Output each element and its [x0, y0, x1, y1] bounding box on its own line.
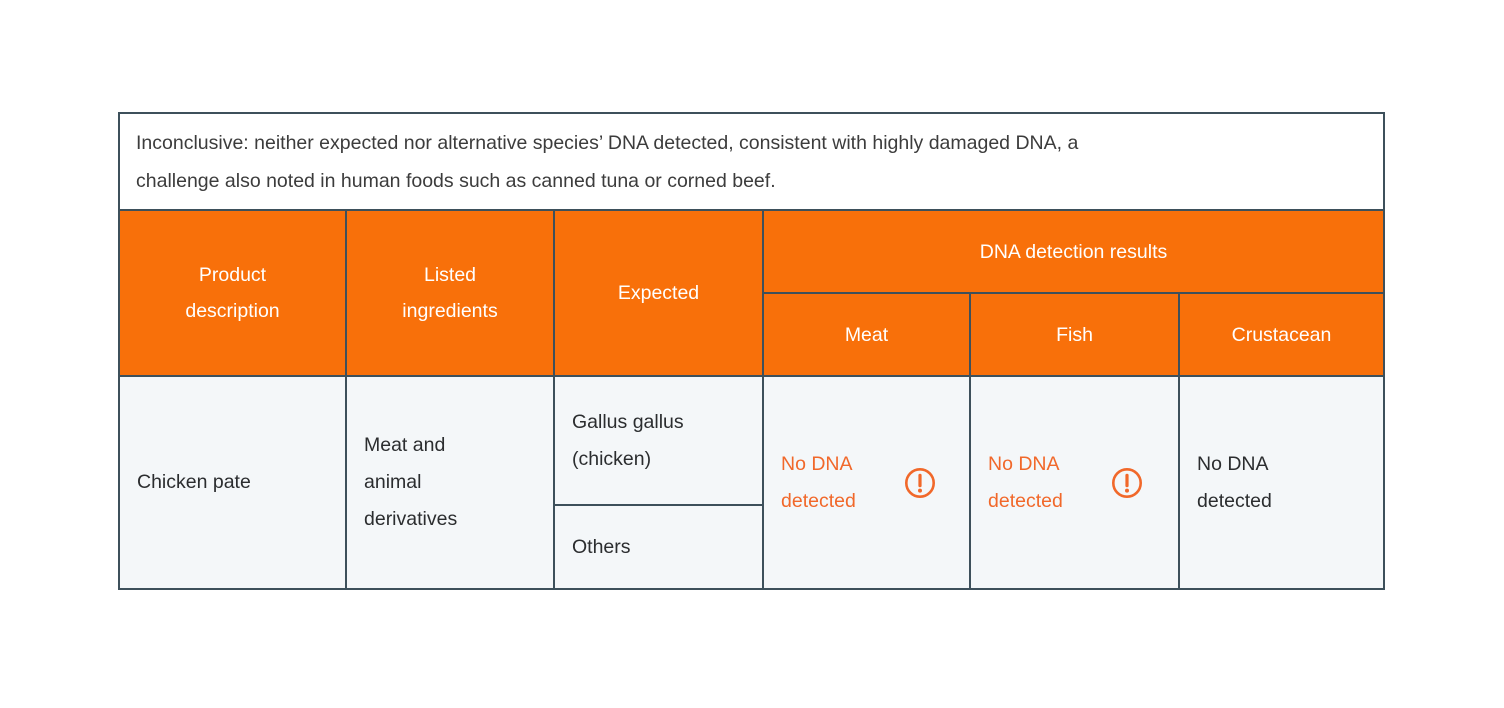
col-header-crustacean-label: Crustacean: [1231, 323, 1332, 346]
cell-listed-ingredients: Meat and animal derivatives: [347, 377, 553, 588]
col-header-fish: Fish: [971, 294, 1178, 375]
col-header-meat-label: Meat: [844, 323, 889, 346]
dna-results-table: Product description Listed ingredients E…: [118, 209, 1385, 590]
cell-expected: Gallus gallus (chicken) Others: [555, 377, 762, 588]
col-header-expected-label: Expected: [617, 282, 700, 304]
exclamation-circle-icon: [1111, 467, 1143, 499]
meat-result-value: No DNA detected: [781, 452, 856, 512]
col-header-product-description-label: Product description: [185, 264, 280, 322]
col-header-listed-ingredients-label: Listed ingredients: [402, 264, 498, 322]
fish-result-value: No DNA detected: [988, 452, 1063, 512]
note-line-2: challenge also noted in human foods such…: [136, 170, 776, 192]
col-header-fish-label: Fish: [1056, 323, 1093, 346]
expected-primary-subcell: Gallus gallus (chicken): [555, 377, 762, 504]
note-line-1: Inconclusive: neither expected nor alter…: [136, 132, 1079, 154]
col-header-listed-ingredients: Listed ingredients: [347, 211, 553, 375]
cell-product-description: Chicken pate: [120, 377, 345, 588]
cell-meat-result: No DNA detected: [764, 377, 969, 588]
cell-crustacean-result: No DNA detected: [1180, 377, 1383, 588]
col-group-header-dna-detection-results-label: DNA detection results: [979, 240, 1168, 263]
expected-secondary-value: Others: [572, 535, 631, 558]
exclamation-circle-icon: [904, 467, 936, 499]
inconclusive-note: Inconclusive: neither expected nor alter…: [118, 112, 1385, 211]
product-description-value: Chicken pate: [137, 471, 251, 493]
col-group-header-dna-detection-results: DNA detection results: [764, 211, 1383, 292]
listed-ingredients-value: Meat and animal derivatives: [364, 434, 458, 530]
cell-fish-result: No DNA detected: [971, 377, 1178, 588]
expected-secondary-subcell: Others: [555, 504, 762, 588]
crustacean-result-value: No DNA detected: [1197, 452, 1272, 512]
col-header-crustacean: Crustacean: [1180, 294, 1383, 375]
col-header-meat: Meat: [764, 294, 969, 375]
col-header-expected: Expected: [555, 211, 762, 375]
report-section: Inconclusive: neither expected nor alter…: [118, 112, 1385, 590]
expected-primary-value: Gallus gallus (chicken): [572, 410, 684, 470]
col-header-product-description: Product description: [120, 211, 345, 375]
